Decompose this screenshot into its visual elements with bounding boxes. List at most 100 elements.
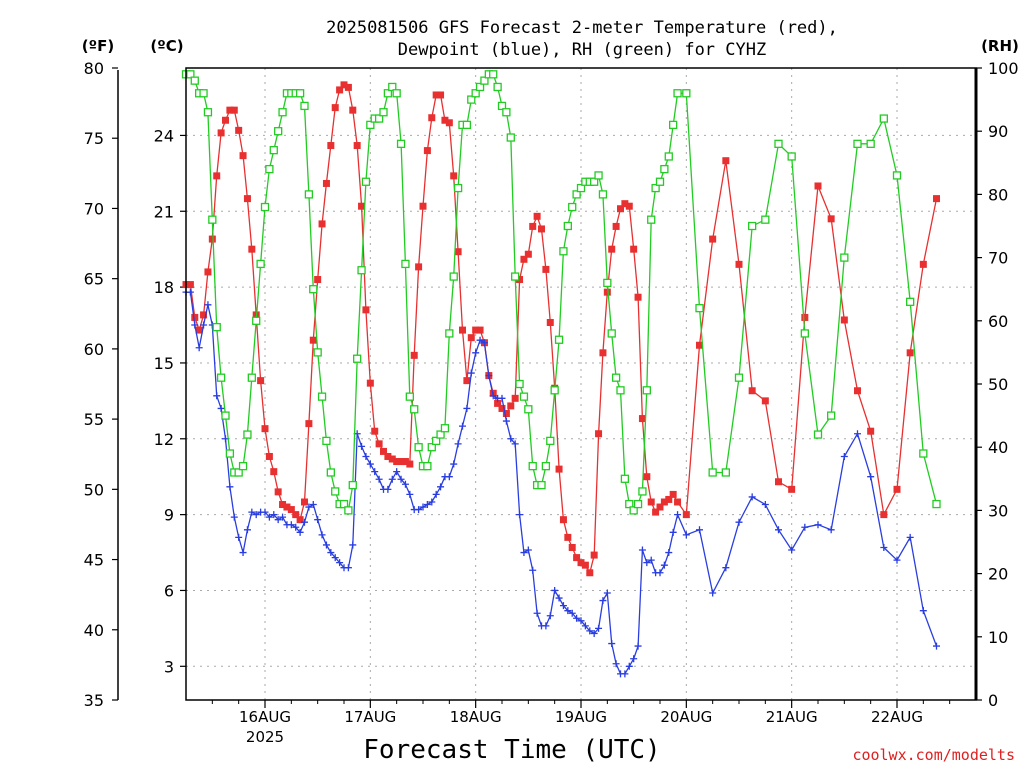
temperature-point (336, 86, 344, 94)
dewpoint-point (349, 541, 357, 549)
rh-point (563, 221, 572, 231)
temperature-point (406, 460, 414, 468)
temperature-point (577, 559, 585, 567)
dewpoint-point (292, 523, 300, 531)
temperature-point (257, 377, 265, 385)
dewpoint-point (524, 546, 532, 554)
chart-subtitle: Dewpoint (blue), RH (green) for CYHZ (398, 40, 766, 60)
temperature-point (682, 511, 690, 519)
rh-point (721, 468, 730, 477)
temperature-point (568, 543, 576, 551)
rh-point (892, 171, 902, 180)
dewpoint-point (463, 404, 471, 412)
dewpoint-point (226, 483, 234, 491)
f-tick-label: 75 (84, 129, 104, 148)
dewpoint-point (625, 662, 633, 670)
temperature-point (555, 465, 563, 473)
dewpoint-point (933, 642, 940, 650)
rh-tick-label: 90 (988, 122, 1008, 141)
dewpoint-point (840, 452, 848, 460)
rh-point (616, 386, 625, 395)
dewpoint-point (551, 586, 559, 594)
temperature-point (524, 250, 532, 258)
x-axis-label: Forecast Time (UTC) (363, 735, 660, 765)
rh-point (541, 462, 551, 471)
dewpoint-point (186, 288, 194, 296)
dewpoint-point (252, 511, 260, 519)
dewpoint-point (581, 622, 589, 630)
rh-point (331, 487, 340, 496)
dewpoint-point (388, 475, 396, 483)
celsius-axis: 3 6 9 12 15 18 21 24 (154, 126, 186, 676)
rh-point (554, 335, 564, 344)
dewpoint-point (437, 483, 445, 491)
dewpoint-point (318, 531, 326, 539)
rh-point (410, 405, 419, 414)
rh-tick-label: 10 (988, 628, 1008, 647)
dewpoint-point (200, 321, 208, 329)
rh-point (361, 177, 371, 186)
dewpoint-point (660, 561, 668, 569)
rh-point (388, 82, 397, 92)
x-tick-year: 2025 (246, 728, 284, 746)
rh-point (256, 259, 265, 269)
x-tick-label: 19AUG (555, 708, 607, 726)
rh-point (379, 108, 388, 117)
dewpoint-point (480, 339, 488, 347)
rh-point (357, 266, 366, 275)
temperature-point (274, 488, 282, 496)
rh-point (247, 373, 256, 382)
rh-point (212, 322, 221, 332)
temperature-point (419, 202, 427, 210)
c-tick-label: 18 (154, 278, 174, 297)
temperature-point (393, 458, 401, 466)
x-tick-label: 16AUG (239, 708, 291, 726)
rh-point (633, 499, 643, 509)
rh-tick-label: 80 (988, 185, 1008, 204)
temperature-point (494, 399, 502, 407)
dewpoint-point (397, 475, 405, 483)
f-tick-label: 60 (84, 340, 104, 359)
rh-point (432, 436, 441, 446)
rh-point (480, 76, 489, 85)
temperature-point (840, 316, 848, 324)
dewpoint-point (656, 569, 664, 577)
gridlines (186, 68, 976, 700)
dewpoint-point (709, 589, 717, 597)
x-tick-label: 20AUG (660, 708, 712, 726)
temperature-point (788, 485, 796, 493)
temperature-point (634, 293, 642, 301)
rh-point (317, 392, 327, 401)
dewpoint-point (243, 526, 251, 534)
dewpoint-point (542, 622, 550, 630)
rh-point (511, 272, 520, 281)
rh-point (462, 120, 472, 130)
f-tick-label: 45 (84, 551, 104, 570)
temperature-point (235, 126, 243, 134)
temperature-point (213, 172, 221, 180)
c-tick-label: 9 (164, 506, 174, 525)
dewpoint-point (647, 556, 655, 564)
temperature-point (761, 397, 769, 405)
temperature-point (349, 106, 357, 114)
rh-point (260, 202, 270, 212)
dewpoint-point (827, 526, 835, 534)
temperature-point (612, 222, 620, 230)
rh-point (761, 215, 770, 224)
temperature-point (775, 478, 782, 486)
dewpoint-point (854, 430, 861, 438)
dewpoint-point (235, 533, 243, 541)
dewpoint-point (630, 655, 638, 663)
rh-point (475, 82, 485, 92)
temperature-point (906, 349, 914, 357)
rh-point (309, 285, 318, 294)
temperature-point (652, 508, 660, 516)
temperature-point (893, 485, 901, 493)
temperature-point (559, 516, 567, 524)
temperature-point (191, 313, 199, 321)
plot-series (181, 70, 941, 678)
rh-point (664, 152, 673, 161)
dewpoint-point (296, 528, 304, 536)
temperature-point (445, 119, 453, 127)
temperature-point (674, 498, 682, 506)
